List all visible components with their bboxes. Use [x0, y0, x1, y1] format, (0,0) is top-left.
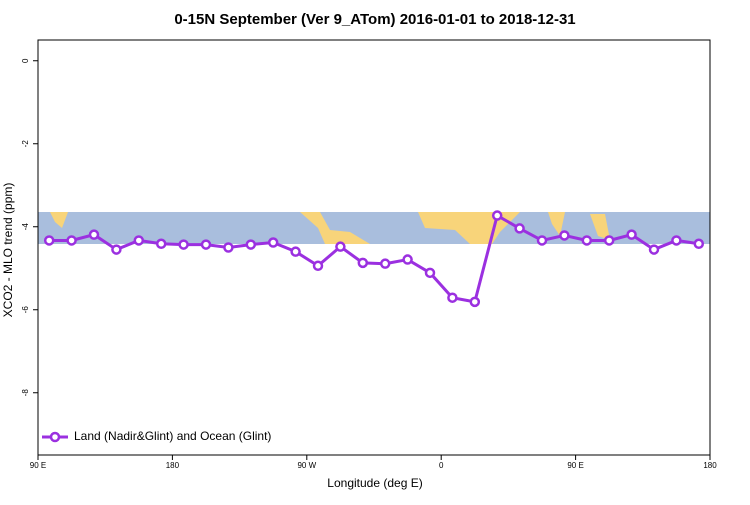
y-tick-label: -8	[21, 389, 30, 397]
data-point	[290, 246, 301, 257]
data-point	[693, 238, 705, 250]
y-tick-label: -2	[21, 140, 30, 148]
x-tick-label: 90 E	[30, 461, 46, 470]
data-point	[245, 239, 257, 250]
data-point	[626, 229, 637, 240]
y-tick-label: 0	[21, 58, 30, 63]
data-point	[491, 210, 503, 221]
data-point	[469, 296, 481, 308]
data-point	[88, 229, 100, 240]
data-point	[223, 242, 234, 253]
data-point	[133, 235, 145, 246]
x-tick-label: 180	[703, 461, 717, 470]
data-point	[267, 237, 279, 248]
data-point	[447, 292, 458, 303]
data-point	[200, 239, 212, 250]
land	[590, 214, 610, 240]
data-point	[402, 254, 413, 265]
data-point	[335, 241, 346, 252]
data-point	[357, 257, 369, 269]
legend-label: Land (Nadir&Glint) and Ocean (Glint)	[74, 429, 271, 443]
data-point	[66, 235, 77, 246]
data-point	[155, 238, 167, 250]
data-point	[559, 230, 570, 241]
data-point	[671, 235, 682, 246]
y-axis-label: XCO2 - MLO trend (ppm)	[1, 183, 15, 318]
land	[50, 212, 68, 228]
x-tick-label: 180	[166, 461, 180, 470]
data-point	[379, 258, 391, 269]
x-tick-label: 0	[439, 461, 444, 470]
data-point	[312, 260, 324, 272]
x-axis-label: Longitude (deg E)	[327, 476, 422, 490]
y-tick-label: -6	[21, 306, 30, 314]
data-point	[581, 235, 593, 246]
x-tick-label: 90 E	[567, 461, 583, 470]
data-point	[424, 267, 436, 279]
chart-title: 0-15N September (Ver 9_ATom) 2016-01-01 …	[174, 11, 575, 28]
data-point	[111, 244, 122, 255]
data-point	[603, 235, 615, 246]
data-point	[43, 235, 55, 246]
x-tick-label: 90 W	[297, 461, 316, 470]
data-point	[178, 239, 189, 250]
land	[548, 212, 565, 236]
land	[300, 212, 370, 244]
map-background	[38, 212, 710, 244]
data-point	[648, 244, 660, 255]
plot-frame	[37, 39, 711, 456]
data-point	[536, 235, 548, 246]
data-point	[514, 223, 525, 234]
y-tick-label: -4	[21, 223, 30, 231]
legend-marker	[49, 431, 61, 443]
